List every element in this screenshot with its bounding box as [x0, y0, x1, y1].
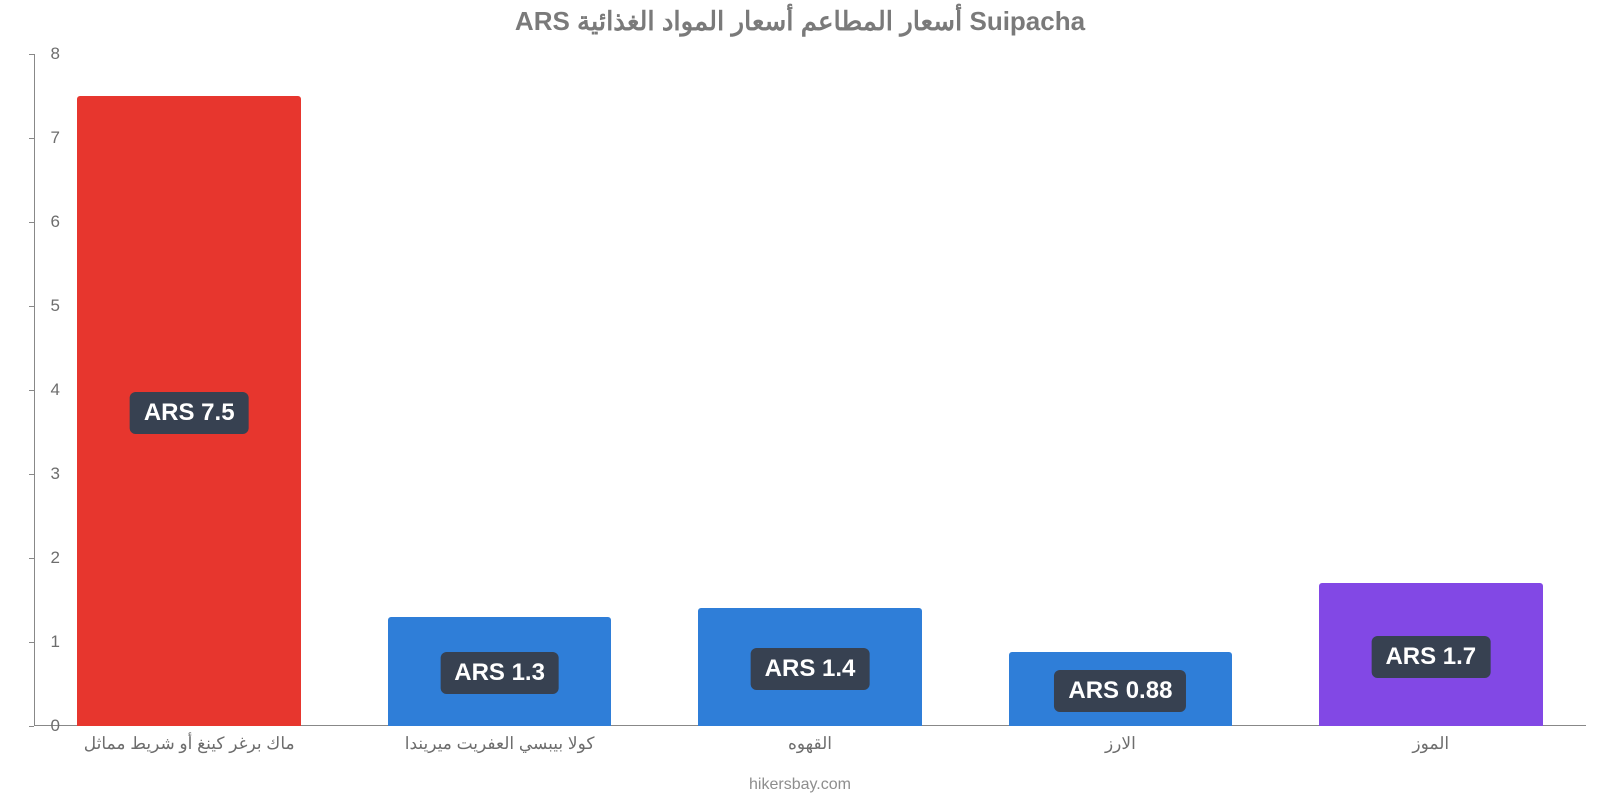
price-bar-chart: ARS أسعار المطاعم أسعار المواد الغذائية … — [0, 0, 1600, 800]
y-tick-label: 8 — [20, 44, 60, 64]
plot-area: 012345678 ماك برغر كينغ أو شريط مماثلكول… — [34, 54, 1586, 726]
y-tick-mark — [29, 54, 34, 55]
y-tick-label: 6 — [20, 212, 60, 232]
y-tick-mark — [29, 726, 34, 727]
bar-value-label: ARS 1.3 — [440, 652, 559, 694]
y-tick-label: 1 — [20, 632, 60, 652]
y-tick-mark — [29, 222, 34, 223]
x-tick-label: ماك برغر كينغ أو شريط مماثل — [84, 734, 295, 754]
bar-value-label: ARS 1.4 — [751, 648, 870, 690]
x-tick-label: الموز — [1412, 734, 1449, 754]
y-tick-mark — [29, 138, 34, 139]
y-tick-mark — [29, 474, 34, 475]
y-tick-label: 7 — [20, 128, 60, 148]
y-tick-label: 2 — [20, 548, 60, 568]
y-tick-label: 5 — [20, 296, 60, 316]
y-tick-mark — [29, 558, 34, 559]
y-tick-label: 4 — [20, 380, 60, 400]
chart-title: ARS أسعار المطاعم أسعار المواد الغذائية … — [0, 0, 1600, 37]
bar-value-label: ARS 0.88 — [1054, 670, 1186, 712]
y-tick-mark — [29, 390, 34, 391]
bars-group — [34, 54, 1586, 726]
y-tick-label: 0 — [20, 716, 60, 736]
bar-value-label: ARS 7.5 — [130, 392, 249, 434]
x-tick-label: القهوه — [788, 734, 832, 754]
y-tick-mark — [29, 642, 34, 643]
y-tick-label: 3 — [20, 464, 60, 484]
chart-footer: hikersbay.com — [0, 776, 1600, 794]
bar-value-label: ARS 1.7 — [1371, 636, 1490, 678]
y-tick-mark — [29, 306, 34, 307]
x-tick-label: كولا بيبسي العفريت ميريندا — [405, 734, 595, 754]
x-tick-label: الارز — [1105, 734, 1136, 754]
